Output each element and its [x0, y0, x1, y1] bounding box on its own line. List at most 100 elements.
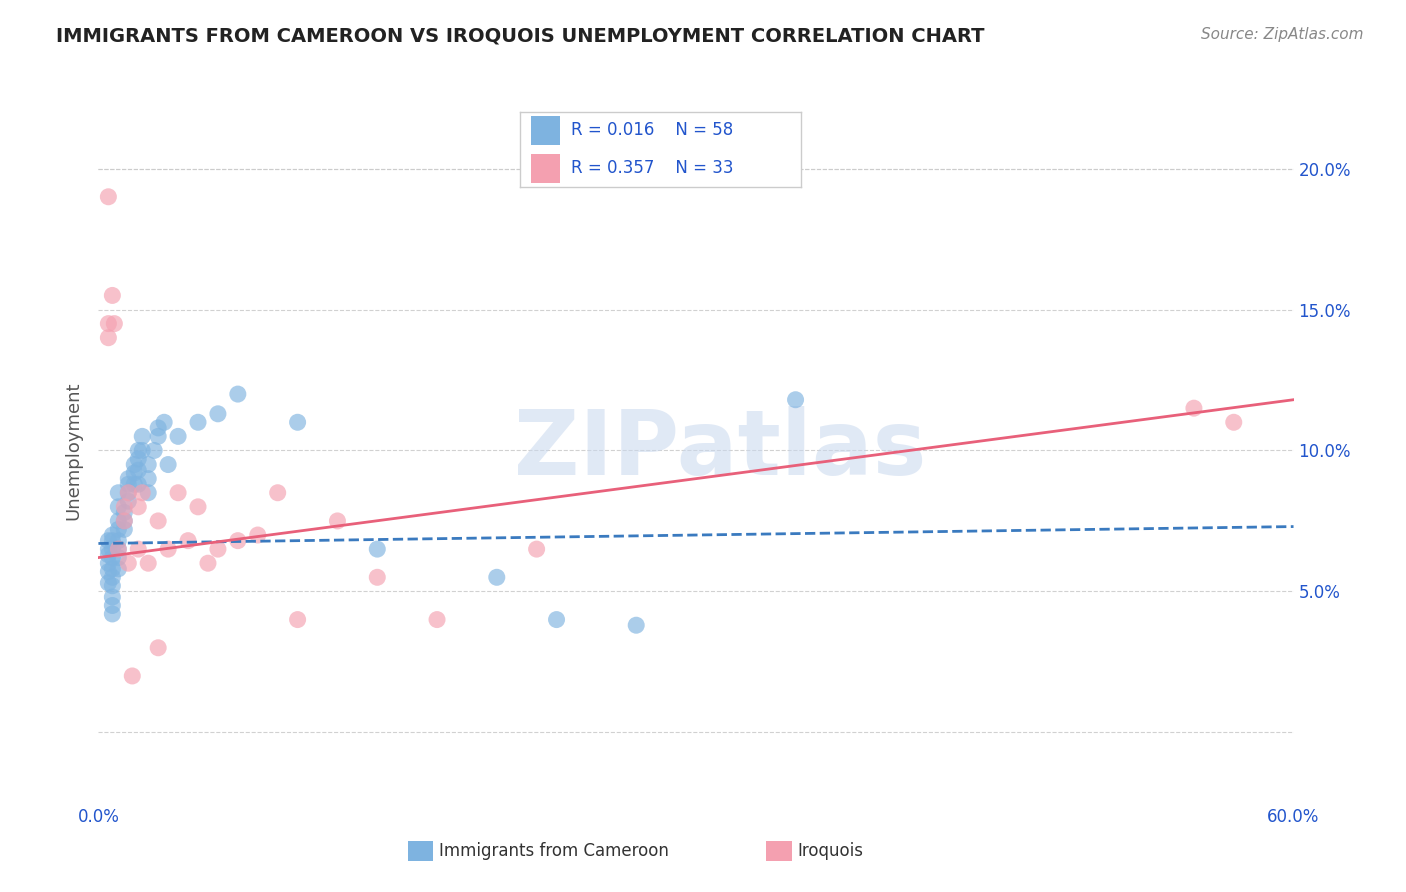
Point: [107, 514, 129, 528]
Point: [97, 317, 120, 331]
Point: [112, 514, 135, 528]
Point: [97, 542, 120, 557]
Point: [207, 542, 229, 557]
Y-axis label: Unemployment: Unemployment: [65, 381, 83, 520]
Point: [366, 542, 388, 557]
Point: [131, 485, 153, 500]
Point: [97, 533, 120, 548]
Point: [107, 522, 129, 536]
Text: Source: ZipAtlas.com: Source: ZipAtlas.com: [1201, 27, 1364, 42]
Point: [136, 485, 159, 500]
Point: [101, 528, 124, 542]
Bar: [531, 116, 560, 145]
Point: [131, 443, 153, 458]
Point: [117, 485, 139, 500]
Point: [136, 458, 159, 472]
Text: Immigrants from Cameroon: Immigrants from Cameroon: [439, 842, 668, 860]
Point: [103, 317, 125, 331]
Point: [117, 477, 139, 491]
Point: [117, 556, 139, 570]
Point: [177, 533, 200, 548]
Point: [546, 613, 568, 627]
Point: [287, 415, 309, 429]
Point: [101, 542, 124, 557]
Point: [112, 506, 135, 520]
Point: [127, 443, 149, 458]
Point: [626, 618, 648, 632]
Point: [187, 415, 209, 429]
Point: [107, 542, 129, 557]
Point: [101, 579, 124, 593]
Point: [121, 669, 143, 683]
Point: [246, 528, 269, 542]
Point: [112, 500, 135, 514]
Point: [287, 613, 309, 627]
Text: IMMIGRANTS FROM CAMEROON VS IROQUOIS UNEMPLOYMENT CORRELATION CHART: IMMIGRANTS FROM CAMEROON VS IROQUOIS UNE…: [56, 27, 984, 45]
Point: [127, 542, 149, 557]
Point: [97, 565, 120, 579]
Point: [167, 429, 190, 443]
Point: [97, 548, 120, 562]
Point: [136, 556, 159, 570]
Point: [124, 477, 146, 491]
Point: [1182, 401, 1205, 416]
Point: [127, 477, 149, 491]
Point: [107, 562, 129, 576]
Point: [426, 613, 449, 627]
Text: R = 0.016    N = 58: R = 0.016 N = 58: [571, 120, 733, 138]
Text: Iroquois: Iroquois: [797, 842, 863, 860]
Text: ZIPatlas: ZIPatlas: [513, 407, 927, 494]
Bar: [531, 154, 560, 183]
Point: [526, 542, 548, 557]
Point: [167, 485, 190, 500]
Point: [226, 533, 249, 548]
Point: [101, 599, 124, 613]
Point: [101, 590, 124, 604]
Point: [97, 331, 120, 345]
Point: [127, 451, 149, 466]
Point: [101, 533, 124, 548]
Point: [366, 570, 388, 584]
Point: [136, 472, 159, 486]
Point: [197, 556, 219, 570]
Point: [112, 514, 135, 528]
Text: R = 0.357    N = 33: R = 0.357 N = 33: [571, 159, 734, 177]
Point: [107, 485, 129, 500]
Point: [127, 463, 149, 477]
Point: [1223, 415, 1246, 429]
Point: [117, 485, 139, 500]
Point: [131, 429, 153, 443]
Point: [117, 472, 139, 486]
Point: [143, 443, 166, 458]
Point: [785, 392, 807, 407]
Point: [124, 458, 146, 472]
Point: [267, 485, 290, 500]
Point: [101, 562, 124, 576]
Point: [97, 556, 120, 570]
Point: [148, 640, 170, 655]
Point: [97, 190, 120, 204]
Point: [117, 494, 139, 508]
Point: [97, 576, 120, 591]
Point: [148, 421, 170, 435]
Point: [101, 288, 124, 302]
Point: [107, 500, 129, 514]
Point: [148, 514, 170, 528]
Point: [127, 500, 149, 514]
Point: [187, 500, 209, 514]
Point: [157, 458, 180, 472]
Point: [157, 542, 180, 557]
Point: [326, 514, 349, 528]
Point: [107, 550, 129, 565]
Point: [148, 429, 170, 443]
Point: [226, 387, 249, 401]
Point: [153, 415, 176, 429]
Point: [207, 407, 229, 421]
Point: [101, 570, 124, 584]
Point: [485, 570, 508, 584]
Point: [101, 550, 124, 565]
Point: [107, 533, 129, 548]
Point: [101, 607, 124, 621]
Point: [107, 542, 129, 557]
Point: [124, 466, 146, 480]
